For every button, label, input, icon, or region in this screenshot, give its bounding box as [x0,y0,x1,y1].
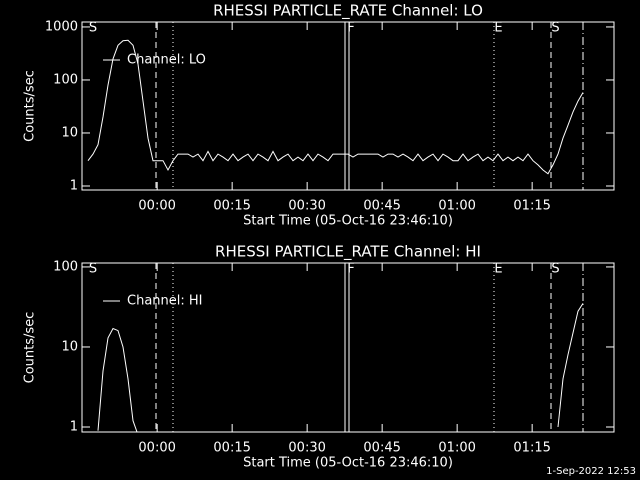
data-line [97,303,584,432]
y-tick-label: 1 [70,419,78,434]
y-tick-label: 1000 [45,19,78,34]
flag-label: E [494,21,502,36]
x-tick-label: 01:15 [513,441,550,456]
plot-frame [81,262,615,433]
flag-label: S [89,262,97,277]
chart-title: RHESSI PARTICLE_RATE Channel: HI [215,243,481,262]
flag-label: S [551,21,559,36]
x-tick-label: 00:15 [213,441,250,456]
x-tick-label: 00:30 [288,199,325,214]
x-tick-label: 00:00 [138,199,175,214]
flag-label: S [89,21,97,36]
x-axis-label: Start Time (05-Oct-16 23:46:10) [243,214,453,229]
flag-label: E [494,262,502,277]
flag-label: F [347,262,354,277]
x-tick-label: 00:30 [288,441,325,456]
x-axis-label: Start Time (05-Oct-16 23:46:10) [243,456,453,471]
plot-frame [81,21,615,191]
flag-label: F [347,21,354,36]
flag-label: S [551,262,559,277]
x-tick-label: 00:15 [213,199,250,214]
y-axis-label: Counts/sec [23,312,38,384]
x-tick-label: 00:45 [363,441,400,456]
x-tick-label: 01:00 [438,441,475,456]
y-tick-label: 100 [53,72,78,87]
x-tick-label: 01:15 [513,199,550,214]
legend-label: Channel: HI [127,294,203,309]
y-tick-label: 1 [70,178,78,193]
data-line [87,39,584,175]
x-tick-label: 00:45 [363,199,400,214]
y-axis-label: Counts/sec [23,70,38,142]
y-tick-label: 100 [53,259,78,274]
y-tick-label: 10 [61,125,78,140]
y-tick-label: 10 [61,339,78,354]
x-tick-label: 00:00 [138,441,175,456]
legend-label: Channel: LO [127,53,206,68]
footer-date: 1-Sep-2022 12:53 [546,466,636,477]
chart-title: RHESSI PARTICLE_RATE Channel: LO [213,2,483,21]
x-tick-label: 01:00 [438,199,475,214]
